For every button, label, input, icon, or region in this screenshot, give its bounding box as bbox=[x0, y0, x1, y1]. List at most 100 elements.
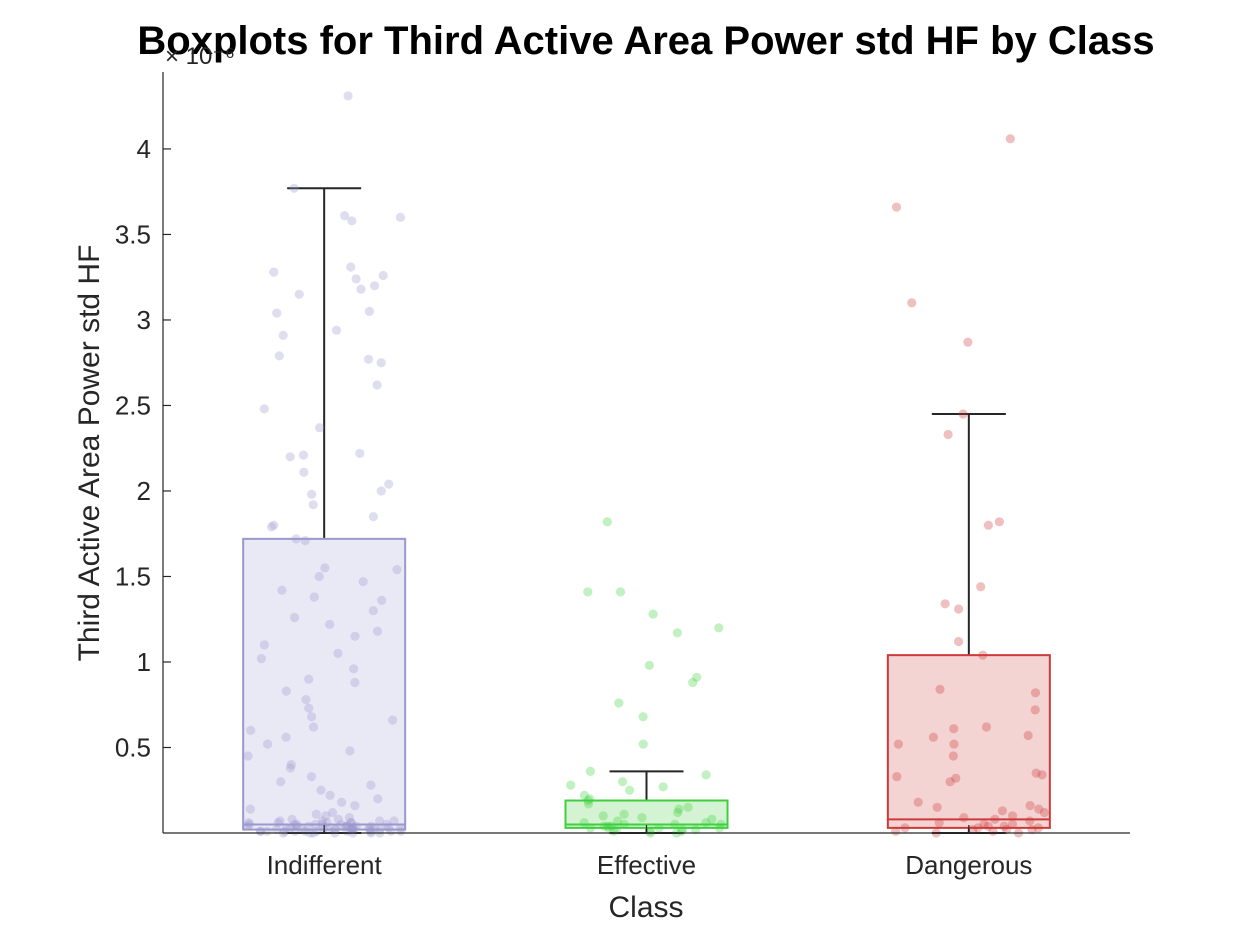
data-point bbox=[289, 183, 299, 193]
data-point bbox=[644, 660, 654, 671]
box-group-effective bbox=[564, 770, 729, 834]
data-point bbox=[583, 799, 594, 809]
points-indifferent bbox=[243, 91, 406, 838]
data-point bbox=[301, 695, 311, 705]
data-point bbox=[336, 819, 346, 830]
y-tick-label: 3.5 bbox=[115, 219, 151, 249]
data-point bbox=[315, 423, 325, 433]
data-point bbox=[287, 814, 297, 824]
data-point bbox=[327, 807, 338, 818]
data-point bbox=[358, 577, 368, 587]
data-point bbox=[256, 826, 266, 836]
data-point bbox=[246, 725, 256, 736]
data-point bbox=[269, 520, 279, 530]
data-point bbox=[609, 826, 619, 836]
data-point bbox=[269, 267, 279, 277]
data-point bbox=[638, 712, 648, 722]
data-point bbox=[978, 650, 988, 660]
data-point bbox=[369, 823, 379, 833]
data-point bbox=[344, 813, 354, 823]
y-tick-label: 4 bbox=[137, 134, 151, 164]
data-point bbox=[891, 826, 901, 836]
data-point bbox=[304, 821, 314, 831]
data-point bbox=[968, 825, 978, 835]
data-point bbox=[304, 674, 314, 684]
data-point bbox=[350, 677, 360, 688]
data-point bbox=[603, 821, 613, 831]
data-point bbox=[330, 825, 340, 835]
data-point bbox=[384, 479, 394, 489]
data-point bbox=[376, 358, 386, 368]
data-point bbox=[347, 216, 357, 226]
data-point bbox=[384, 823, 394, 833]
ticks-layer: 0.5 1 1.5 2 2.5 3 3.5 4 Indifferent Effective Dang… bbox=[115, 134, 1033, 880]
data-point bbox=[943, 429, 953, 440]
data-point bbox=[308, 500, 318, 510]
data-point bbox=[333, 648, 343, 659]
data-point bbox=[244, 819, 254, 830]
data-point bbox=[1031, 768, 1041, 778]
data-point bbox=[243, 818, 254, 828]
data-point bbox=[637, 813, 647, 823]
data-point bbox=[340, 211, 350, 221]
data-point bbox=[1007, 819, 1018, 830]
points-dangerous bbox=[891, 134, 1049, 838]
data-point bbox=[979, 819, 989, 830]
iqr-box bbox=[886, 654, 1051, 829]
data-point bbox=[677, 825, 687, 835]
data-point bbox=[976, 582, 986, 592]
data-point bbox=[256, 654, 266, 664]
data-point bbox=[949, 739, 959, 749]
data-point bbox=[386, 826, 396, 836]
x-tick-label: Effective bbox=[597, 850, 696, 880]
data-point bbox=[1025, 801, 1035, 811]
data-point bbox=[688, 677, 698, 688]
data-point bbox=[366, 780, 376, 790]
data-point bbox=[263, 739, 273, 749]
data-point bbox=[388, 715, 398, 725]
data-point bbox=[932, 802, 942, 812]
data-point bbox=[266, 522, 277, 532]
data-point bbox=[307, 489, 317, 499]
data-point bbox=[716, 819, 726, 830]
data-point bbox=[349, 664, 359, 674]
data-point bbox=[714, 823, 725, 833]
data-point bbox=[654, 823, 664, 833]
data-point bbox=[692, 672, 702, 683]
data-point bbox=[959, 813, 969, 823]
data-point bbox=[1002, 825, 1012, 835]
data-point bbox=[308, 722, 319, 732]
data-point bbox=[606, 821, 616, 831]
data-point bbox=[300, 536, 310, 546]
data-point bbox=[347, 825, 357, 835]
data-point bbox=[275, 816, 285, 826]
data-point bbox=[351, 274, 361, 284]
data-point bbox=[355, 448, 365, 458]
x-tick-label: Indifferent bbox=[267, 850, 383, 880]
data-point bbox=[999, 821, 1009, 831]
box-group-dangerous bbox=[886, 413, 1051, 834]
data-point bbox=[619, 809, 629, 819]
data-point bbox=[346, 818, 356, 828]
data-point bbox=[285, 763, 295, 773]
data-point bbox=[1023, 730, 1033, 741]
data-point bbox=[291, 534, 301, 544]
data-point bbox=[273, 818, 283, 828]
box-layer bbox=[242, 187, 1051, 834]
data-point bbox=[370, 281, 380, 291]
data-point bbox=[940, 599, 950, 609]
data-point bbox=[1030, 688, 1041, 698]
data-point bbox=[958, 409, 968, 419]
data-point bbox=[603, 823, 614, 833]
data-point bbox=[372, 380, 382, 390]
data-point bbox=[377, 595, 387, 606]
data-point bbox=[271, 825, 282, 835]
data-point bbox=[356, 284, 366, 294]
data-point bbox=[372, 626, 383, 636]
data-point bbox=[648, 609, 658, 619]
data-point bbox=[994, 517, 1005, 527]
data-point bbox=[309, 592, 319, 602]
data-point bbox=[945, 777, 955, 787]
data-point bbox=[948, 751, 958, 761]
data-point bbox=[378, 270, 388, 281]
